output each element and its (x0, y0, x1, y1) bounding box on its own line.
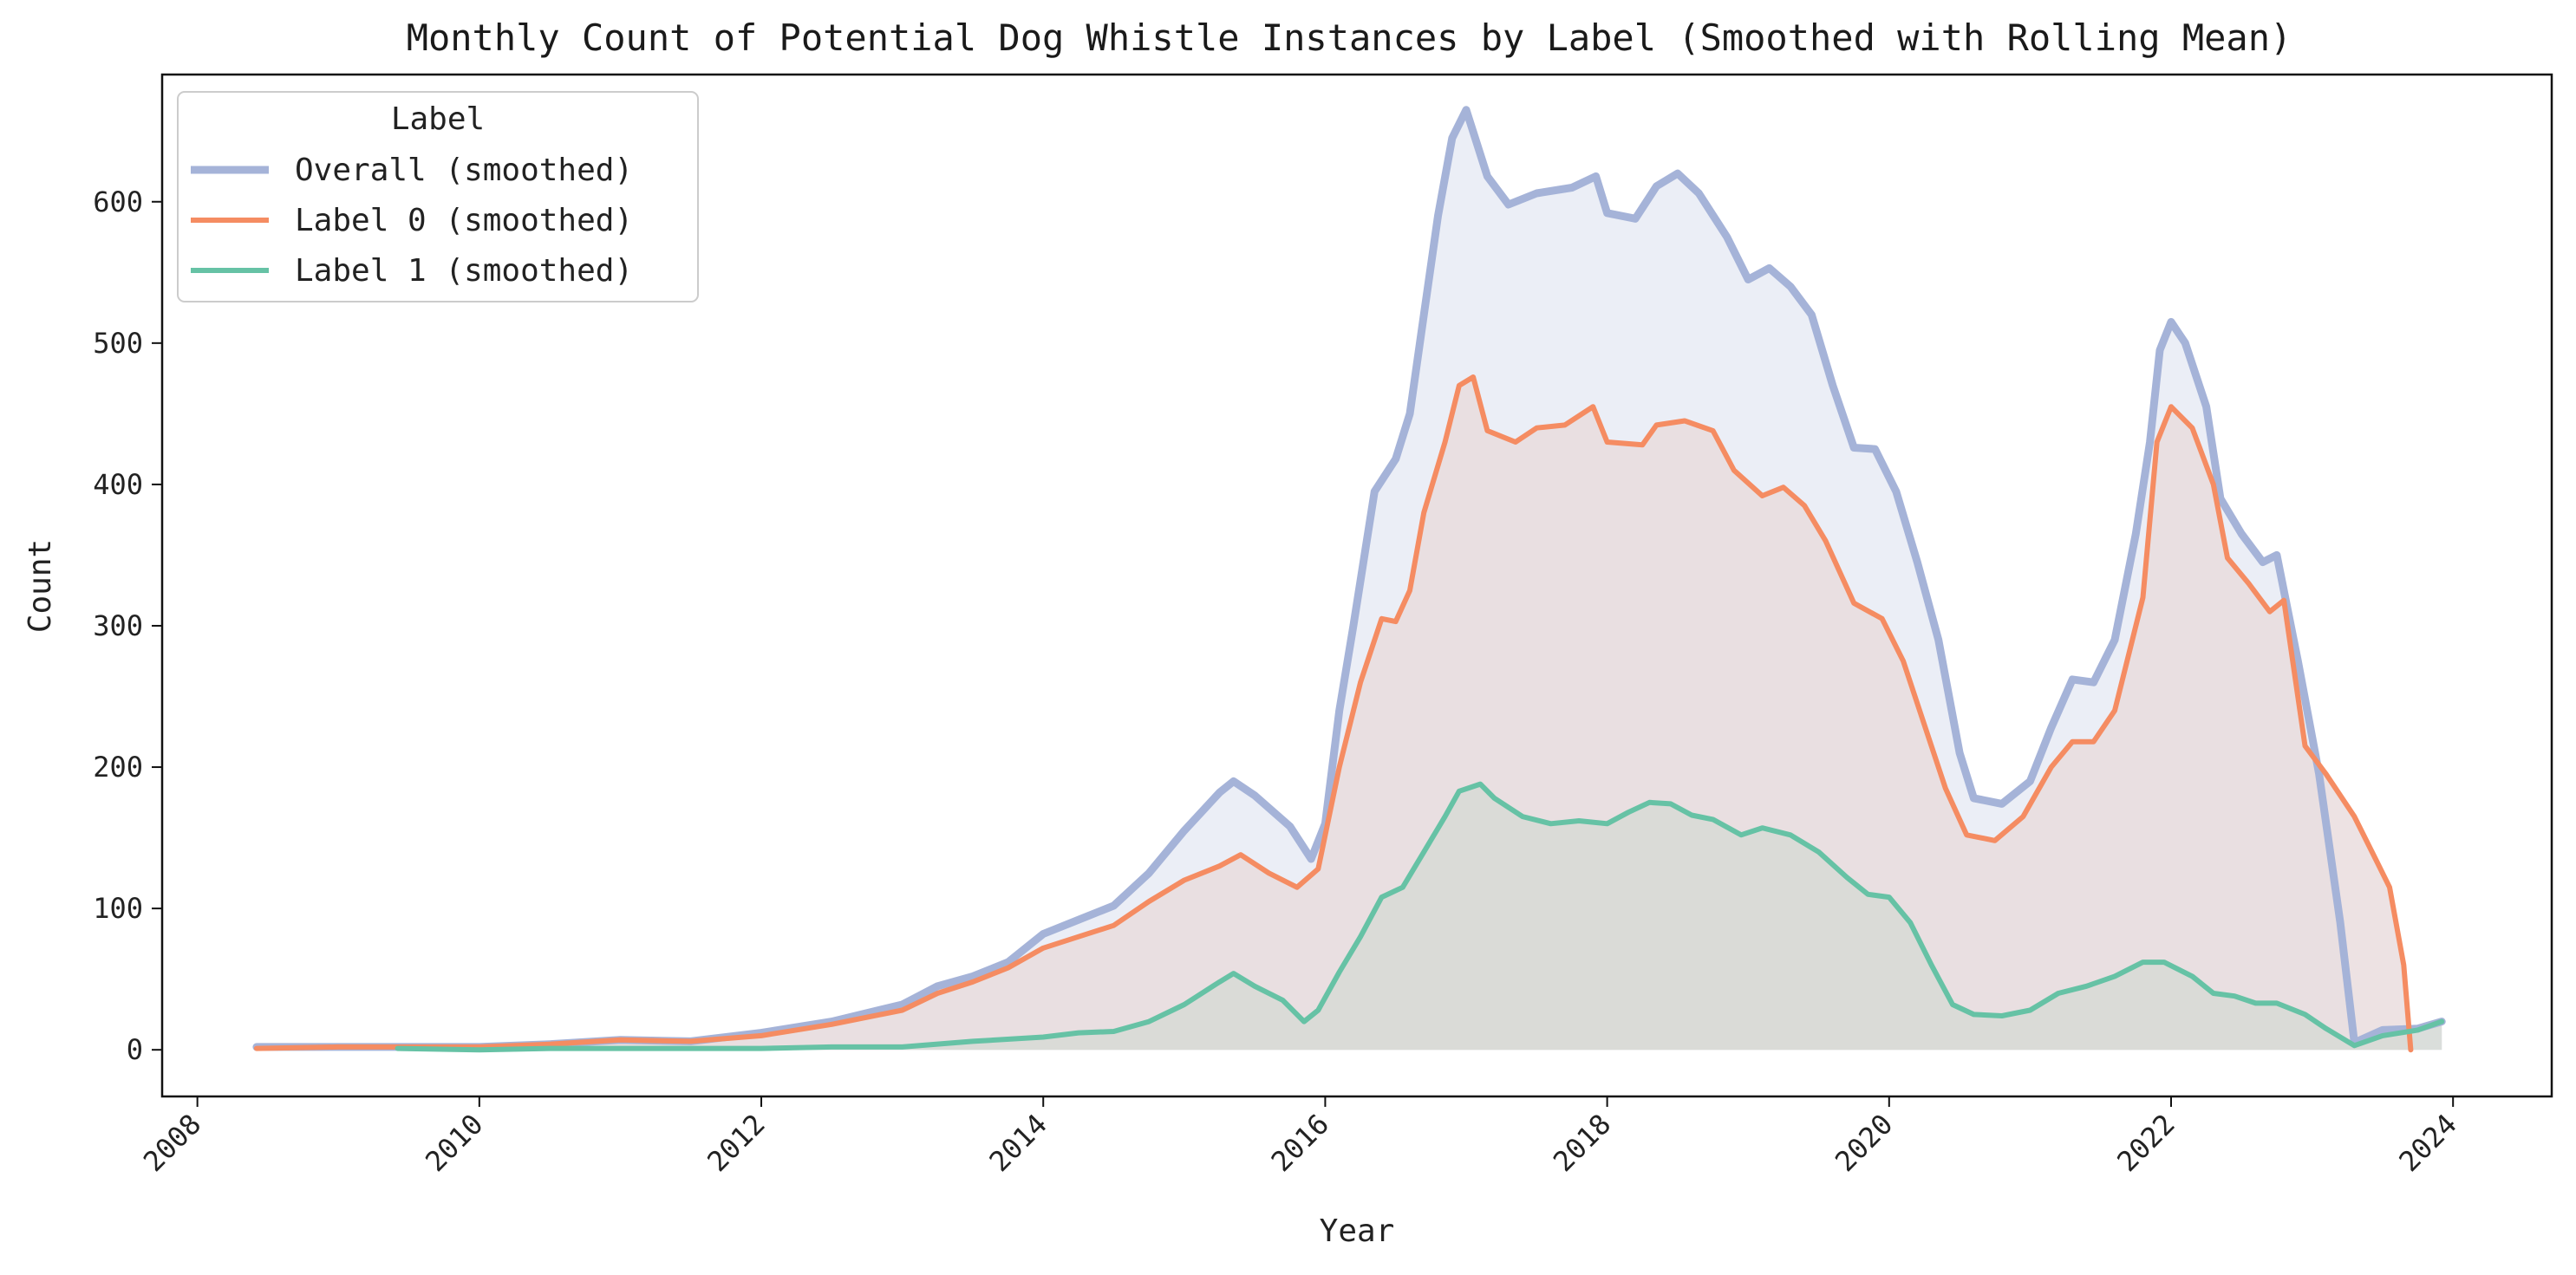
x-tick-label: 2016 (1265, 1108, 1335, 1178)
y-tick-label: 200 (93, 751, 143, 784)
y-tick-label: 100 (93, 892, 143, 925)
area-fill-label-1-smoothed (397, 784, 2442, 1051)
x-tick-label: 2018 (1547, 1108, 1617, 1178)
plot-frame (160, 73, 2553, 1098)
legend-box (177, 91, 699, 302)
x-tick-label: 2024 (2392, 1108, 2462, 1178)
legend-label-overall-smoothed: Overall (smoothed) (295, 153, 633, 188)
legend-label-label-1-smoothed: Label 1 (smoothed) (295, 253, 633, 289)
series-line-overall-smoothed (252, 106, 2446, 1051)
legend-label-label-0-smoothed: Label 0 (smoothed) (295, 203, 633, 238)
y-tick-label: 500 (93, 327, 143, 360)
x-tick-label: 2020 (1829, 1108, 1899, 1178)
y-tick-label: 400 (93, 468, 143, 501)
x-tick-label: 2012 (701, 1108, 771, 1178)
x-axis-label: Year (1320, 1213, 1395, 1249)
series-lines (252, 106, 2446, 1053)
legend-entries: Overall (smoothed) Label 0 (smoothed) Labe… (191, 153, 633, 289)
y-tick-label: 600 (93, 185, 143, 218)
x-tick-label: 2022 (2110, 1108, 2181, 1178)
x-tick-label: 2010 (419, 1108, 489, 1178)
legend-title: Label (391, 101, 485, 137)
x-tick-label: 2014 (983, 1108, 1053, 1178)
x-axis: 2008 2010 2012 2014 2016 2018 2020 2022 2024 (137, 1096, 2463, 1178)
area-fills (256, 109, 2442, 1051)
y-tick-label: 0 (127, 1033, 143, 1066)
y-axis-label: Count (23, 539, 58, 633)
x-tick-label: 2008 (137, 1108, 207, 1178)
series-line-label-0-smoothed (253, 374, 2414, 1053)
chart-title: Monthly Count of Potential Dog Whistle I… (407, 16, 2292, 59)
area-fill-label-0-smoothed (256, 377, 2411, 1051)
y-tick-label: 300 (93, 609, 143, 642)
legend: Label Overall (smoothed) Label 0 (smoothe… (177, 91, 699, 302)
series-line-label-1-smoothed (395, 781, 2445, 1053)
y-axis: 0 100 200 300 400 500 600 (93, 185, 162, 1066)
